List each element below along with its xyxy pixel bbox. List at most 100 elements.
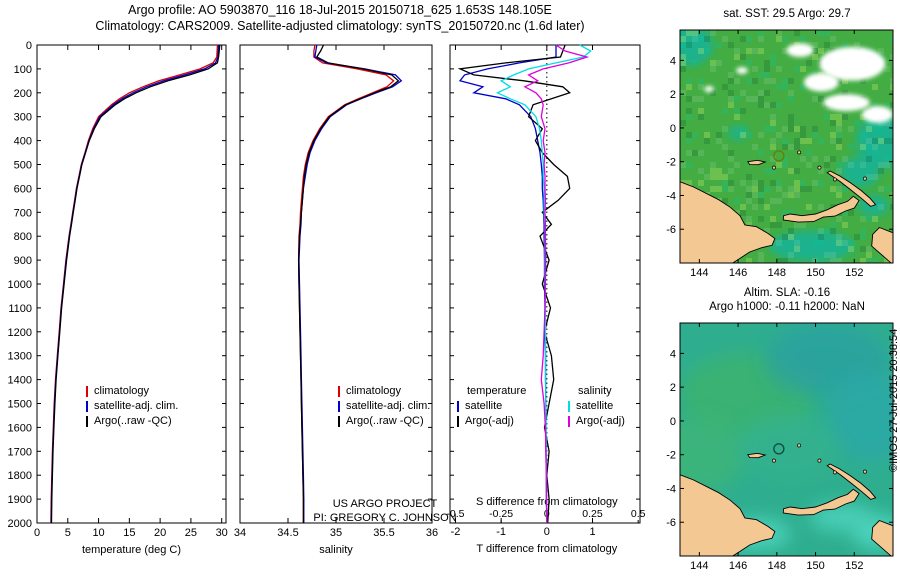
difference-curve-t-argo xyxy=(457,44,571,524)
legend-item-s-argo: Argo(-adj) xyxy=(568,415,625,427)
legend-label: Argo(-adj) xyxy=(576,415,625,427)
islet xyxy=(862,176,867,181)
difference-curve-s-satellite xyxy=(495,44,592,524)
legend-item-argo-raw: Argo(..raw -QC) xyxy=(338,415,430,427)
svg-text:150: 150 xyxy=(806,267,824,279)
climatology-color-swatch xyxy=(338,385,340,397)
satellite-clim-color-swatch xyxy=(86,400,88,412)
svg-text:-0.5: -0.5 xyxy=(446,508,464,520)
svg-text:4: 4 xyxy=(670,55,676,67)
svg-text:144: 144 xyxy=(690,560,708,572)
svg-text:-6: -6 xyxy=(666,224,676,236)
svg-text:2: 2 xyxy=(670,89,676,101)
cloud-patch xyxy=(819,46,886,81)
argo-raw-color-swatch xyxy=(338,415,340,427)
cloud-patch xyxy=(736,67,748,74)
islet xyxy=(771,458,776,463)
svg-text:4: 4 xyxy=(670,348,676,360)
temperature-panel-curve-climatology xyxy=(50,44,219,524)
salinity-legend: climatology satellite-adj. clim. Argo(..… xyxy=(338,385,430,427)
landmass xyxy=(871,519,893,556)
cloud-patch xyxy=(786,43,814,58)
svg-text:700: 700 xyxy=(14,207,32,219)
argo-raw-color-swatch xyxy=(86,415,88,427)
sla-map xyxy=(680,323,893,556)
s-satellite-color-swatch xyxy=(568,400,570,412)
legend-item-climatology: climatology xyxy=(86,385,178,397)
svg-text:-2: -2 xyxy=(666,450,676,462)
svg-text:36: 36 xyxy=(426,527,438,539)
temperature-panel-curve-Argo(..raw -QC) xyxy=(50,44,221,524)
landmass xyxy=(826,170,877,207)
svg-text:1800: 1800 xyxy=(8,470,32,482)
imos-credit: ©IMOS 27-Jul-2015 20:38:54 xyxy=(888,328,900,472)
legend-item-climatology: climatology xyxy=(338,385,430,397)
satellite-clim-color-swatch xyxy=(338,400,340,412)
landmass xyxy=(871,226,893,263)
svg-text:1200: 1200 xyxy=(8,327,32,339)
sla-map-frame: 144 146 148 150 152 4 2 0 -2 -4 -6 xyxy=(666,322,894,572)
svg-text:100: 100 xyxy=(14,64,32,76)
svg-text:2: 2 xyxy=(670,382,676,394)
landmass xyxy=(747,452,767,459)
svg-text:2000: 2000 xyxy=(8,518,32,530)
difference-temperature-legend: temperature satellite Argo(-adj) xyxy=(457,385,526,427)
t-satellite-color-swatch xyxy=(457,400,459,412)
svg-text:1500: 1500 xyxy=(8,399,32,411)
legend-label: satellite xyxy=(576,400,614,412)
svg-text:400: 400 xyxy=(14,136,32,148)
sst-map-title: sat. SST: 29.5 Argo: 29.7 xyxy=(723,8,851,20)
legend-label: climatology xyxy=(346,385,402,397)
islet xyxy=(862,469,867,474)
landmass xyxy=(680,181,776,263)
temperature-panel: 0100200300400500600700800900100011001200… xyxy=(8,40,228,556)
landmass xyxy=(782,488,860,516)
legend-label: Argo(..raw -QC) xyxy=(346,415,424,427)
legend-item-satellite-clim: satellite-adj. clim. xyxy=(338,400,430,412)
svg-text:-2: -2 xyxy=(666,157,676,169)
temperature-legend: climatology satellite-adj. clim. Argo(..… xyxy=(86,385,178,427)
svg-text:1900: 1900 xyxy=(8,494,32,506)
svg-text:500: 500 xyxy=(14,160,32,172)
landmass xyxy=(826,463,877,500)
svg-text:-6: -6 xyxy=(666,517,676,529)
salinity-panel-curve-satellite-adj. clim. xyxy=(298,44,403,523)
legend-item-argo-raw: Argo(..raw -QC) xyxy=(86,415,178,427)
svg-text:0.25: 0.25 xyxy=(582,508,603,520)
temperature-panel-curve-satellite-adj. clim. xyxy=(50,44,220,524)
sla-map-title-line1: Altim. SLA: -0.16 xyxy=(743,287,831,299)
svg-text:34.5: 34.5 xyxy=(277,527,298,539)
svg-text:900: 900 xyxy=(14,255,32,267)
cloud-patch xyxy=(823,94,870,112)
islet xyxy=(817,165,822,170)
cloud-patch xyxy=(704,86,714,93)
legend-label: satellite xyxy=(465,400,503,412)
landmass xyxy=(747,159,767,166)
islet xyxy=(817,458,822,463)
legend-item-t-satellite: satellite xyxy=(457,400,526,412)
legend-label: climatology xyxy=(94,385,150,397)
svg-text:144: 144 xyxy=(690,267,708,279)
figure-title-line1: Argo profile: AO 5903870_116 18-Jul-2015… xyxy=(128,3,552,17)
svg-text:600: 600 xyxy=(14,183,32,195)
svg-text:-4: -4 xyxy=(666,483,676,495)
svg-text:5: 5 xyxy=(65,527,71,539)
salinity-panel-curve-climatology xyxy=(297,44,395,523)
s-argo-color-swatch xyxy=(568,415,570,427)
difference-salinity-legend: salinity satellite Argo(-adj) xyxy=(568,385,625,427)
svg-text:0.5: 0.5 xyxy=(631,508,646,520)
legend-label: Argo(..raw -QC) xyxy=(94,415,172,427)
difference-curve-s-argo xyxy=(523,44,590,524)
svg-text:0: 0 xyxy=(34,527,40,539)
cloud-patch xyxy=(803,73,839,92)
svg-text:1600: 1600 xyxy=(8,422,32,434)
svg-text:300: 300 xyxy=(14,112,32,124)
svg-text:148: 148 xyxy=(768,560,786,572)
islet xyxy=(797,443,802,448)
svg-text:146: 146 xyxy=(729,560,747,572)
svg-text:-0.25: -0.25 xyxy=(489,508,513,520)
t-argo-color-swatch xyxy=(457,415,459,427)
svg-text:1700: 1700 xyxy=(8,446,32,458)
svg-text:34: 34 xyxy=(234,527,246,539)
